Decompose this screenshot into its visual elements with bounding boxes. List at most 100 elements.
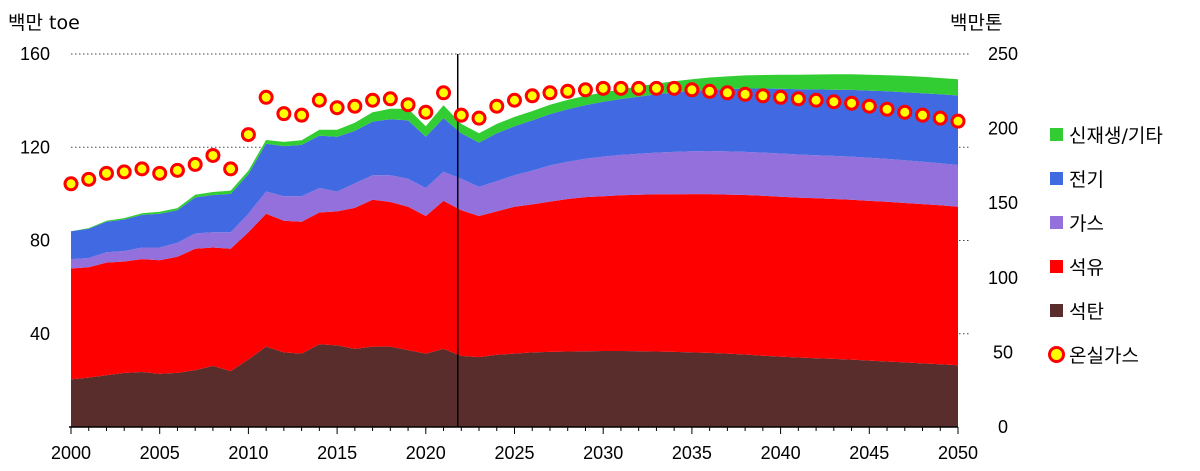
- area-신재생/기타: [71, 74, 958, 232]
- legend-swatch-gas: [1050, 215, 1063, 229]
- x-tick-label: 2000: [51, 443, 91, 463]
- x-tick-label: 2050: [938, 443, 978, 463]
- ghg-point: [329, 100, 345, 116]
- left-tick-label: 160: [20, 44, 50, 64]
- ghg-point: [294, 107, 310, 123]
- ghg-point: [577, 82, 593, 98]
- ghg-point: [737, 86, 753, 102]
- legend-item-electricity: 전기: [1050, 156, 1163, 200]
- legend-swatch-oil: [1050, 259, 1063, 273]
- ghg-point: [507, 92, 522, 108]
- legend-item-gas: 가스: [1050, 200, 1163, 244]
- ghg-point: [365, 92, 381, 108]
- legend-item-ghg: 온실가스: [1048, 332, 1163, 376]
- ghg-point: [666, 80, 682, 96]
- ghg-point: [790, 91, 806, 107]
- x-tick-label: 2005: [140, 443, 180, 463]
- ghg-point: [63, 176, 79, 192]
- ghg-point: [134, 161, 150, 177]
- ghg-point: [187, 156, 203, 172]
- ghg-point: [81, 171, 97, 187]
- ghg-point: [524, 88, 540, 104]
- right-tick-label: 200: [988, 119, 1018, 139]
- right-axis-title: 백만톤: [950, 12, 1003, 34]
- ghg-point: [542, 85, 558, 101]
- area-석탄: [71, 344, 958, 427]
- ghg-point: [861, 98, 877, 114]
- x-tick-label: 2040: [761, 443, 801, 463]
- ghg-point: [347, 98, 363, 114]
- ghg-point: [684, 82, 700, 98]
- left-tick-label: 40: [30, 324, 50, 344]
- legend-label-oil: 석유: [1069, 256, 1104, 279]
- legend-label-renewables: 신재생/기타: [1069, 124, 1163, 147]
- ghg-point: [205, 147, 221, 163]
- ghg-point: [808, 92, 824, 108]
- right-tick-label: 100: [988, 268, 1018, 288]
- right-tick-label: 250: [988, 44, 1018, 64]
- ghg-point: [719, 85, 735, 101]
- right-tick-label: 0: [998, 417, 1008, 437]
- ghg-point: [116, 164, 132, 180]
- legend-item-renewables: 신재생/기타: [1050, 112, 1163, 156]
- x-tick-label: 2035: [672, 443, 712, 463]
- ghg-point: [702, 83, 718, 99]
- x-tick-label: 2030: [583, 443, 623, 463]
- ghg-point: [897, 104, 913, 120]
- right-tick-label: 50: [993, 342, 1013, 362]
- ghg-point: [755, 88, 771, 104]
- ghg-point: [560, 83, 576, 99]
- legend-item-oil: 석유: [1050, 244, 1163, 288]
- axes: 2000 2005 2010 2015 2020 2025 2030 2035 2040 2045…: [20, 44, 1018, 463]
- ghg-point: [453, 107, 469, 123]
- ghg-point: [400, 97, 416, 113]
- area-석유: [71, 194, 958, 380]
- area-전기: [71, 88, 958, 260]
- left-tick-label: 120: [20, 137, 50, 157]
- x-tick-label: 2025: [494, 443, 534, 463]
- ghg-point: [152, 165, 168, 181]
- ghg-point: [98, 165, 114, 181]
- ghg-point: [311, 92, 327, 108]
- legend: 신재생/기타 전기 가스 석유 석탄 온실가스: [1048, 112, 1163, 376]
- ghg-point: [844, 95, 860, 111]
- ghg-point: [223, 161, 239, 177]
- ghg-point: [613, 80, 629, 96]
- ghg-point: [471, 110, 487, 126]
- ghg-point: [382, 91, 398, 107]
- ghg-point: [950, 113, 966, 129]
- area-가스: [71, 151, 958, 269]
- legend-swatch-renewables: [1050, 127, 1063, 141]
- legend-label-coal: 석탄: [1069, 300, 1104, 323]
- ghg-point: [648, 80, 664, 96]
- ghg-point: [826, 94, 842, 110]
- ghg-point: [915, 107, 931, 123]
- ghg-point: [276, 106, 292, 122]
- x-tick-label: 2015: [317, 443, 357, 463]
- legend-label-ghg: 온실가스: [1069, 344, 1139, 367]
- x-tick-label: 2045: [849, 443, 889, 463]
- left-tick-label: 80: [30, 231, 50, 251]
- x-tick-label: 2010: [228, 443, 268, 463]
- ghg-point: [595, 80, 611, 96]
- ghg-point: [773, 89, 789, 105]
- legend-label-gas: 가스: [1069, 212, 1104, 235]
- legend-label-electricity: 전기: [1069, 168, 1104, 191]
- legend-marker-ghg: [1048, 345, 1065, 363]
- left-axis-title: 백만 toe: [8, 12, 80, 34]
- ghg-point: [169, 162, 185, 178]
- ghg-point: [240, 127, 256, 143]
- ghg-point: [418, 104, 434, 120]
- ghg-markers: [63, 80, 966, 192]
- ghg-point: [932, 110, 948, 126]
- ghg-point: [631, 80, 647, 96]
- ghg-point: [489, 98, 505, 114]
- legend-swatch-coal: [1050, 303, 1063, 317]
- stacked-areas: [71, 74, 958, 427]
- legend-swatch-electricity: [1050, 171, 1063, 185]
- x-tick-label: 2020: [406, 443, 446, 463]
- legend-item-coal: 석탄: [1050, 288, 1163, 332]
- right-tick-label: 150: [988, 193, 1018, 213]
- ghg-point: [879, 101, 895, 117]
